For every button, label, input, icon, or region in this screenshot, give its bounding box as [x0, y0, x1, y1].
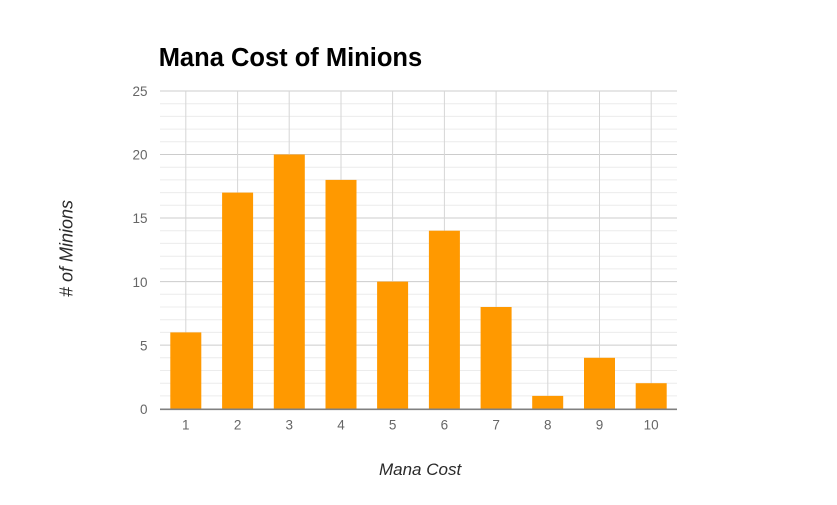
svg-text:0: 0	[140, 402, 148, 417]
svg-text:3: 3	[285, 418, 293, 433]
svg-text:25: 25	[132, 84, 147, 99]
svg-text:6: 6	[441, 418, 449, 433]
svg-text:# of Minions: # of Minions	[57, 200, 77, 297]
svg-text:2: 2	[234, 418, 242, 433]
svg-text:7: 7	[492, 418, 500, 433]
svg-text:20: 20	[132, 148, 147, 163]
svg-text:Mana Cost of Minions: Mana Cost of Minions	[159, 44, 423, 72]
svg-text:9: 9	[596, 418, 604, 433]
svg-text:15: 15	[132, 211, 147, 226]
svg-text:1: 1	[182, 418, 190, 433]
svg-text:10: 10	[644, 418, 659, 433]
svg-text:Mana Cost: Mana Cost	[379, 460, 462, 479]
svg-text:4: 4	[337, 418, 345, 433]
svg-text:10: 10	[132, 275, 147, 290]
svg-text:8: 8	[544, 418, 552, 433]
svg-text:5: 5	[389, 418, 397, 433]
svg-text:5: 5	[140, 338, 148, 353]
